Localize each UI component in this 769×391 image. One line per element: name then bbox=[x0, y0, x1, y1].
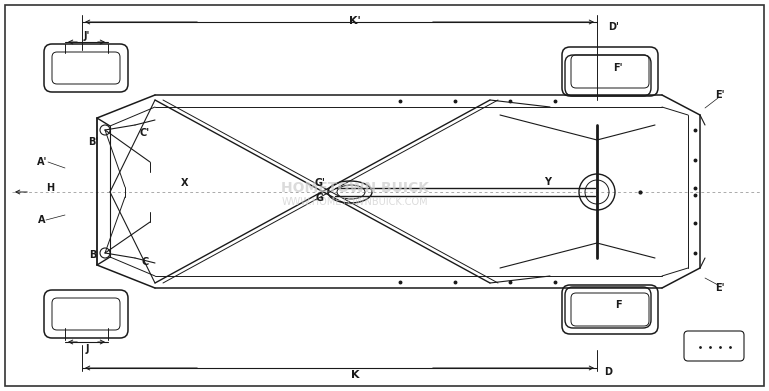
Text: D': D' bbox=[608, 22, 619, 32]
Text: J': J' bbox=[84, 31, 90, 41]
Text: A': A' bbox=[37, 157, 47, 167]
Text: G: G bbox=[316, 193, 324, 203]
Text: A: A bbox=[38, 215, 45, 225]
Text: K': K' bbox=[349, 16, 361, 26]
Text: B: B bbox=[89, 250, 97, 260]
Text: C': C' bbox=[140, 128, 150, 138]
Text: E': E' bbox=[715, 90, 724, 100]
Text: D: D bbox=[604, 367, 612, 377]
Text: C: C bbox=[141, 257, 148, 267]
Text: E': E' bbox=[715, 283, 724, 293]
Text: G': G' bbox=[315, 178, 325, 188]
Text: X: X bbox=[181, 178, 188, 188]
Text: F: F bbox=[614, 300, 621, 310]
Text: K: K bbox=[351, 370, 359, 380]
Text: J: J bbox=[85, 344, 88, 354]
Text: H: H bbox=[46, 183, 54, 193]
Text: B': B' bbox=[88, 137, 98, 147]
Text: Y: Y bbox=[544, 177, 551, 187]
Text: F': F' bbox=[613, 63, 623, 73]
Text: WWW.HOMETOWNBUICK.COM: WWW.HOMETOWNBUICK.COM bbox=[281, 197, 428, 207]
Text: HOMETOWN BUICK: HOMETOWN BUICK bbox=[281, 181, 429, 195]
